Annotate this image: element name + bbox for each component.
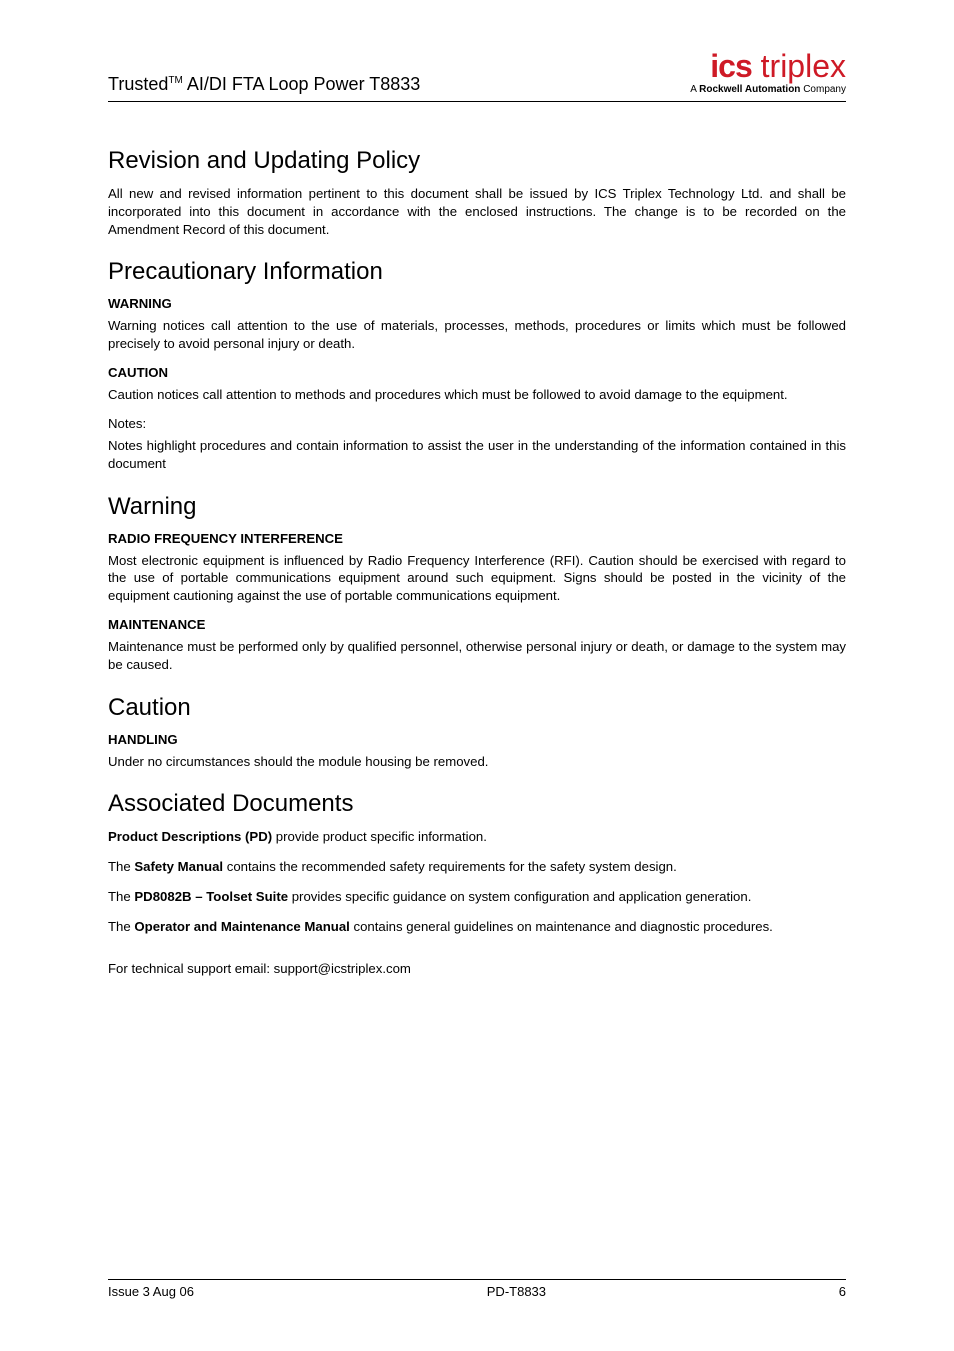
revision-heading: Revision and Updating Policy bbox=[108, 147, 846, 175]
om-bold: Operator and Maintenance Manual bbox=[134, 919, 349, 934]
safety-bold: Safety Manual bbox=[134, 859, 223, 874]
warning-label: WARNING bbox=[108, 296, 846, 311]
associated-heading: Associated Documents bbox=[108, 790, 846, 818]
header-title: TrustedTM AI/DI FTA Loop Power T8833 bbox=[108, 74, 420, 95]
company-logo: ics triplex A Rockwell Automation Compan… bbox=[690, 50, 846, 95]
logo-sub-prefix: A bbox=[690, 84, 699, 95]
warning-body: Warning notices call attention to the us… bbox=[108, 317, 846, 353]
toolset-bold: PD8082B – Toolset Suite bbox=[134, 889, 288, 904]
om-prefix: The bbox=[108, 919, 134, 934]
page-content: TrustedTM AI/DI FTA Loop Power T8833 ics… bbox=[0, 0, 954, 1019]
footer-left: Issue 3 Aug 06 bbox=[108, 1284, 194, 1299]
footer-center: PD-T8833 bbox=[487, 1284, 546, 1299]
warning-heading: Warning bbox=[108, 493, 846, 521]
page-header: TrustedTM AI/DI FTA Loop Power T8833 ics… bbox=[108, 50, 846, 102]
revision-body: All new and revised information pertinen… bbox=[108, 185, 846, 238]
maintenance-label: MAINTENANCE bbox=[108, 617, 846, 632]
logo-text: ics triplex bbox=[690, 50, 846, 82]
caution-body: Caution notices call attention to method… bbox=[108, 386, 846, 404]
safety-prefix: The bbox=[108, 859, 134, 874]
safety-rest: contains the recommended safety requirem… bbox=[223, 859, 677, 874]
precautionary-heading: Precautionary Information bbox=[108, 258, 846, 286]
pd-rest: provide product specific information. bbox=[272, 829, 487, 844]
footer-right: 6 bbox=[839, 1284, 846, 1299]
pd-line: Product Descriptions (PD) provide produc… bbox=[108, 828, 846, 846]
safety-line: The Safety Manual contains the recommend… bbox=[108, 858, 846, 876]
support-line: For technical support email: support@ics… bbox=[108, 960, 846, 978]
toolset-rest: provides specific guidance on system con… bbox=[288, 889, 751, 904]
logo-ics: ics bbox=[710, 48, 751, 84]
logo-sub-suffix: Company bbox=[800, 84, 846, 95]
rfi-body: Most electronic equipment is influenced … bbox=[108, 552, 846, 605]
notes-label: Notes: bbox=[108, 416, 846, 431]
title-tm: TM bbox=[168, 75, 182, 86]
caution-label: CAUTION bbox=[108, 365, 846, 380]
notes-body: Notes highlight procedures and contain i… bbox=[108, 437, 846, 473]
pd-bold: Product Descriptions (PD) bbox=[108, 829, 272, 844]
page-footer: Issue 3 Aug 06 PD-T8833 6 bbox=[108, 1279, 846, 1299]
logo-sub-bold: Rockwell Automation bbox=[699, 84, 800, 95]
logo-subline: A Rockwell Automation Company bbox=[690, 84, 846, 95]
handling-body: Under no circumstances should the module… bbox=[108, 753, 846, 771]
om-line: The Operator and Maintenance Manual cont… bbox=[108, 918, 846, 936]
toolset-line: The PD8082B – Toolset Suite provides spe… bbox=[108, 888, 846, 906]
caution-heading: Caution bbox=[108, 694, 846, 722]
om-rest: contains general guidelines on maintenan… bbox=[350, 919, 773, 934]
handling-label: HANDLING bbox=[108, 732, 846, 747]
maintenance-body: Maintenance must be performed only by qu… bbox=[108, 638, 846, 674]
logo-triplex: triplex bbox=[752, 48, 846, 84]
toolset-prefix: The bbox=[108, 889, 134, 904]
title-prefix: Trusted bbox=[108, 74, 168, 94]
rfi-label: RADIO FREQUENCY INTERFERENCE bbox=[108, 531, 846, 546]
title-suffix: AI/DI FTA Loop Power T8833 bbox=[183, 74, 420, 94]
